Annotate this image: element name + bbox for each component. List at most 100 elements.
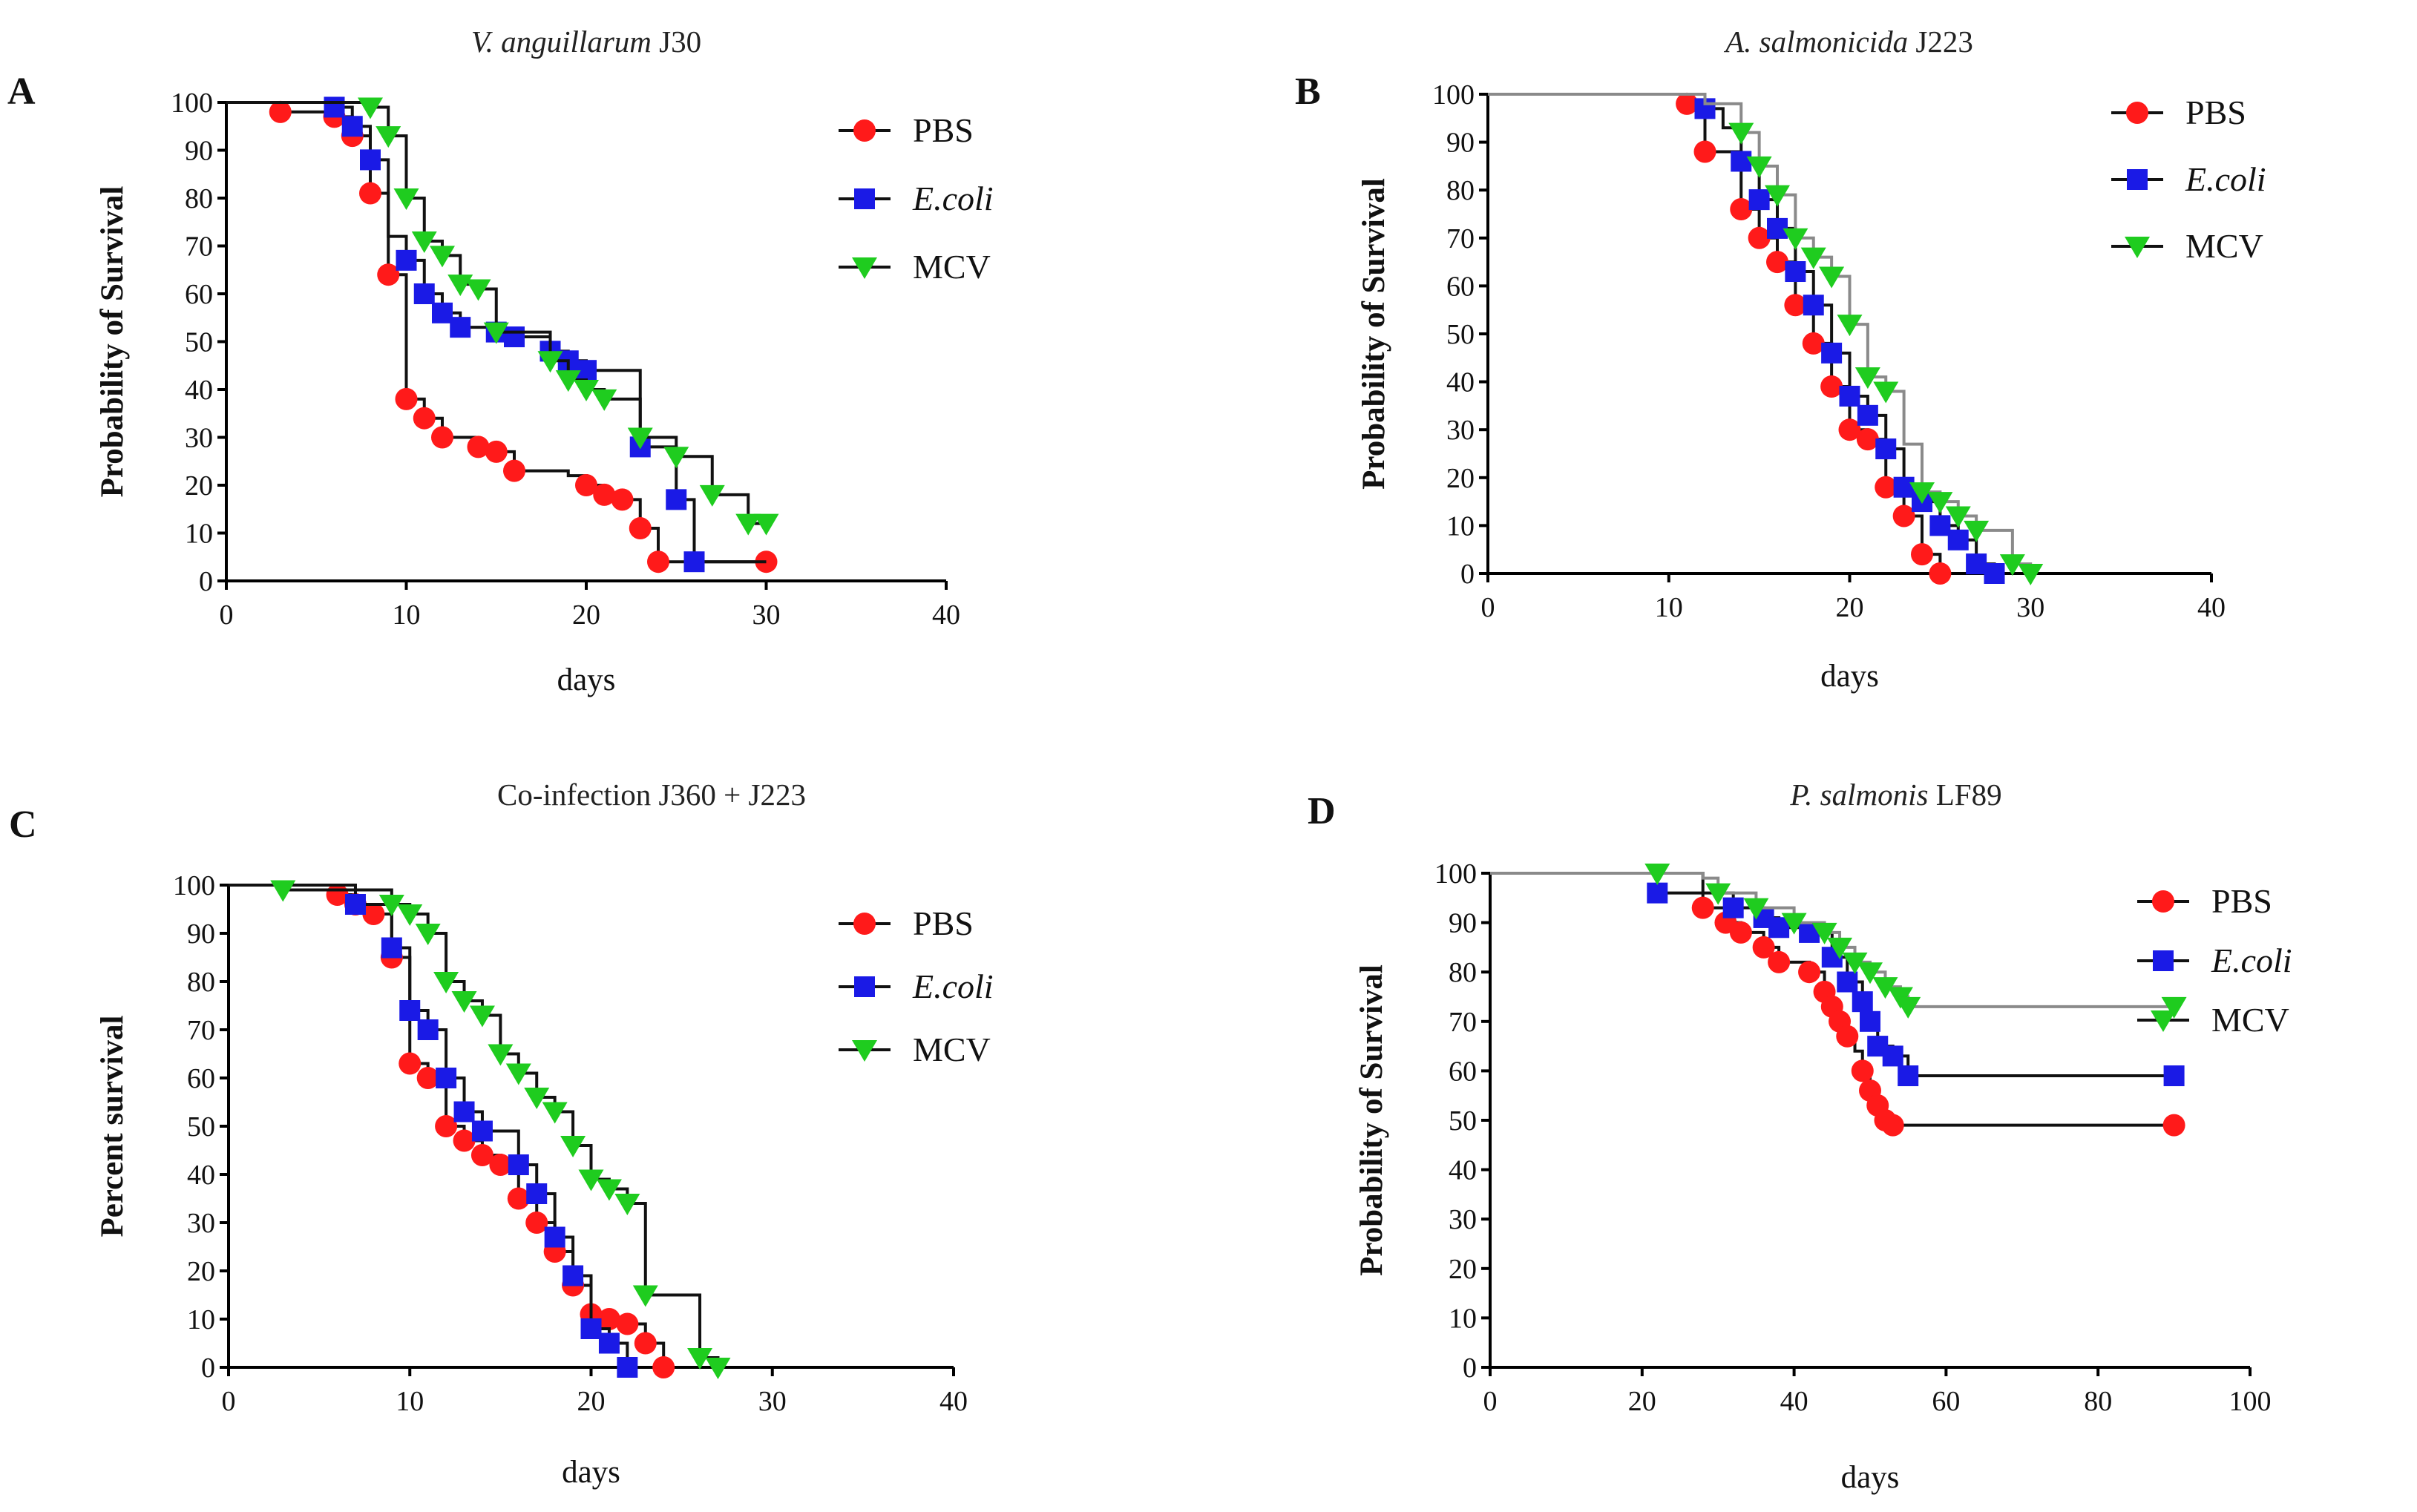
y-tick-label: 20 xyxy=(187,1256,215,1287)
data-point xyxy=(505,1063,531,1085)
data-point xyxy=(580,1318,602,1339)
y-tick-label: 50 xyxy=(1449,1105,1477,1137)
data-point xyxy=(735,513,761,536)
legend-item: E.coli xyxy=(2137,941,2292,979)
data-point xyxy=(2161,996,2187,1019)
y-tick-label: 70 xyxy=(1449,1007,1477,1038)
y-tick-label: 30 xyxy=(187,1208,215,1239)
legend-marker xyxy=(2151,1010,2176,1032)
panel-label: B xyxy=(1295,70,1321,113)
data-point xyxy=(1881,1114,1904,1137)
data-point xyxy=(1748,189,1770,211)
y-tick-label: 50 xyxy=(185,327,213,358)
chart-title-part: Co-infection J360 + J223 xyxy=(497,778,806,812)
legend-marker xyxy=(853,913,876,935)
series-mcv xyxy=(1488,93,2044,585)
data-point xyxy=(503,459,525,482)
data-point xyxy=(1820,375,1843,398)
data-point xyxy=(1839,385,1860,407)
data-point xyxy=(341,116,363,137)
data-point xyxy=(591,389,617,411)
data-point xyxy=(397,904,423,926)
x-tick-label: 0 xyxy=(222,1386,236,1417)
legend-label: E.coli xyxy=(2185,160,2266,198)
data-point xyxy=(617,1357,638,1378)
data-point xyxy=(270,880,296,902)
data-point xyxy=(1842,952,1868,974)
legend-label: PBS xyxy=(2211,882,2272,920)
chart-title: V. anguillarum J30 xyxy=(471,24,701,59)
data-point xyxy=(1875,438,1897,460)
data-point xyxy=(1873,381,1899,404)
data-point xyxy=(413,283,435,304)
data-point xyxy=(453,1101,475,1123)
data-point xyxy=(525,1212,548,1234)
data-point xyxy=(1929,515,1951,536)
y-tick-label: 100 xyxy=(173,870,215,901)
y-axis-label: Probability of Survival xyxy=(95,186,130,498)
data-point xyxy=(1827,937,1853,959)
legend-label: E.coli xyxy=(912,967,994,1005)
legend-label: PBS xyxy=(913,904,974,942)
legend-marker xyxy=(854,976,875,997)
y-tick-label: 10 xyxy=(187,1304,215,1335)
x-tick-label: 40 xyxy=(939,1386,968,1417)
data-point xyxy=(467,435,490,458)
survival-step-line xyxy=(1488,93,1942,573)
data-point xyxy=(1929,562,1952,585)
data-point xyxy=(683,551,705,573)
data-point xyxy=(578,1169,604,1191)
series-mcv xyxy=(229,880,731,1379)
legend-label: MCV xyxy=(2211,1001,2289,1039)
data-point xyxy=(1838,418,1861,441)
x-tick-label: 0 xyxy=(1481,592,1495,623)
y-tick-label: 40 xyxy=(187,1160,215,1191)
series-pbs xyxy=(1488,92,1952,585)
data-point xyxy=(1691,896,1714,919)
data-point xyxy=(1947,529,1969,550)
y-tick-label: 60 xyxy=(1449,1056,1477,1087)
y-tick-label: 40 xyxy=(1446,367,1475,398)
data-point xyxy=(1851,1059,1874,1082)
legend: PBS E.coli MCV xyxy=(2137,882,2292,1039)
legend-label: MCV xyxy=(2185,227,2263,265)
y-tick-label: 80 xyxy=(1449,957,1477,988)
data-point xyxy=(362,903,385,925)
legend-marker xyxy=(2125,237,2150,258)
y-tick-label: 0 xyxy=(201,1352,215,1384)
data-point xyxy=(1837,315,1863,337)
series-ecoli xyxy=(1488,93,2005,584)
data-point xyxy=(416,1067,439,1089)
data-point xyxy=(1783,228,1808,250)
legend-item: E.coli xyxy=(839,180,994,217)
data-point xyxy=(1872,977,1898,999)
data-point xyxy=(1752,936,1775,959)
panel-b: B A. salmonicida J223 0 10 20 30 40 50 60 70 80 90 1… xyxy=(1295,24,2266,694)
data-point xyxy=(544,1226,565,1248)
legend-marker xyxy=(2153,950,2174,971)
legend-label: E.coli xyxy=(912,180,994,217)
data-point xyxy=(1836,1025,1859,1048)
legend-marker xyxy=(854,188,875,209)
legend-item: MCV xyxy=(839,1031,991,1068)
data-point xyxy=(485,440,508,463)
data-point xyxy=(1644,864,1670,885)
data-point xyxy=(1927,492,1953,514)
chart-title-part: A. salmonicida xyxy=(1723,24,1908,59)
data-point xyxy=(1768,917,1790,939)
data-point xyxy=(430,246,455,268)
data-point xyxy=(1819,266,1845,289)
data-point xyxy=(1856,428,1879,451)
legend-item: E.coli xyxy=(2111,160,2266,198)
data-point xyxy=(1882,1045,1903,1067)
data-point xyxy=(597,1308,620,1330)
data-point xyxy=(1911,543,1933,566)
data-point xyxy=(652,1356,675,1378)
y-tick-label: 80 xyxy=(187,967,215,998)
y-tick-label: 60 xyxy=(1446,271,1475,302)
data-point xyxy=(359,182,381,205)
panel-label: D xyxy=(1308,790,1336,832)
data-point xyxy=(753,513,779,536)
panel-c: C Co-infection J360 + J223 0 10 20 30 40 50 60 70… xyxy=(9,778,994,1490)
legend-label: PBS xyxy=(913,111,974,149)
